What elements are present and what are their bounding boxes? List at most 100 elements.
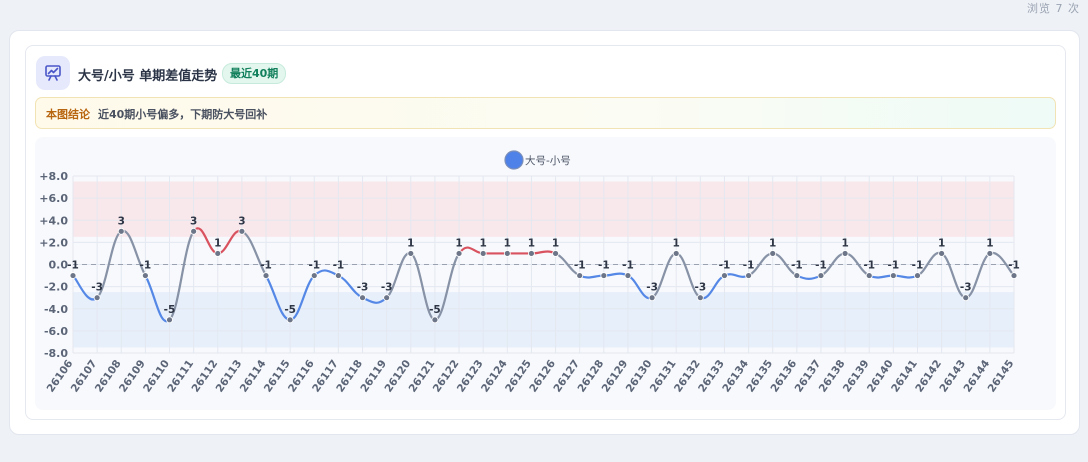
data-label: -1 bbox=[622, 260, 634, 272]
data-label: -1 bbox=[888, 260, 900, 272]
data-point bbox=[986, 250, 994, 257]
y-tick-label: -8.0 bbox=[44, 347, 68, 360]
data-label: 1 bbox=[552, 237, 559, 249]
data-label: -3 bbox=[381, 282, 393, 294]
conclusion-text: 近40期小号偏多，下期防大号回补 bbox=[98, 108, 268, 121]
data-label: 3 bbox=[118, 215, 125, 227]
data-point bbox=[93, 294, 101, 302]
data-point bbox=[528, 250, 535, 257]
data-label: -3 bbox=[694, 282, 706, 294]
data-point bbox=[696, 294, 704, 302]
data-label: -3 bbox=[646, 282, 658, 294]
data-point bbox=[721, 272, 728, 279]
data-point bbox=[600, 272, 608, 279]
y-tick-label: +8.0 bbox=[39, 170, 68, 183]
series-line-segment bbox=[868, 274, 895, 279]
period-badge: 最近40期 bbox=[222, 63, 287, 84]
data-label: -1 bbox=[791, 260, 803, 272]
data-label: 1 bbox=[528, 237, 535, 249]
chart-trend-icon bbox=[36, 56, 70, 90]
data-point bbox=[1010, 272, 1018, 279]
data-point bbox=[889, 272, 897, 279]
data-point bbox=[166, 316, 173, 324]
legend-label: 大号-小号 bbox=[525, 154, 571, 167]
data-label: 1 bbox=[938, 237, 945, 249]
data-point bbox=[769, 250, 777, 257]
data-point bbox=[552, 250, 559, 257]
data-label: -1 bbox=[863, 260, 875, 272]
data-label: -1 bbox=[743, 260, 755, 272]
data-label: -1 bbox=[598, 260, 610, 272]
series-line-segment bbox=[578, 274, 605, 279]
data-point bbox=[817, 272, 825, 279]
y-tick-label: +2.0 bbox=[39, 236, 68, 249]
y-tick-label: 0.0 bbox=[49, 259, 69, 272]
series-line-segment bbox=[168, 230, 195, 321]
data-label: -5 bbox=[164, 304, 176, 316]
data-point bbox=[455, 250, 463, 257]
data-label: 1 bbox=[214, 237, 221, 249]
data-label: 1 bbox=[504, 237, 511, 249]
view-count: 浏览 7 次 bbox=[1027, 2, 1080, 15]
legend-marker bbox=[504, 150, 524, 170]
data-label: -1 bbox=[574, 260, 586, 272]
series-line-segment bbox=[96, 230, 123, 299]
series-line-segment bbox=[723, 273, 750, 278]
data-point bbox=[624, 272, 632, 279]
data-label: 1 bbox=[455, 237, 462, 249]
data-label: -5 bbox=[429, 304, 441, 316]
series-line-segment bbox=[795, 274, 823, 280]
data-label: 1 bbox=[769, 237, 776, 249]
data-label: -1 bbox=[140, 260, 152, 272]
y-tick-label: -4.0 bbox=[44, 303, 68, 316]
series-line-segment bbox=[892, 274, 919, 279]
data-label: -1 bbox=[308, 260, 320, 272]
data-label: 1 bbox=[986, 237, 993, 249]
data-label: -1 bbox=[333, 260, 345, 272]
data-point bbox=[938, 250, 946, 257]
chart-title: 大号/小号 单期差值走势 bbox=[78, 69, 218, 84]
data-label: -3 bbox=[357, 282, 369, 294]
y-tick-label: +4.0 bbox=[39, 214, 68, 227]
data-label: 3 bbox=[190, 215, 197, 227]
conclusion-label: 本图结论 bbox=[46, 108, 90, 121]
data-label: -3 bbox=[960, 282, 972, 294]
series-line-segment bbox=[530, 250, 557, 255]
data-label: 1 bbox=[407, 237, 414, 249]
data-point bbox=[407, 250, 415, 257]
y-tick-label: -2.0 bbox=[44, 281, 68, 294]
data-label: -1 bbox=[912, 260, 924, 272]
data-label: 1 bbox=[480, 237, 487, 249]
data-point bbox=[190, 227, 198, 235]
data-label: -1 bbox=[260, 260, 272, 272]
data-label: -1 bbox=[1008, 260, 1020, 272]
series-line-segment bbox=[602, 272, 630, 277]
data-point bbox=[214, 250, 222, 257]
data-point bbox=[431, 316, 439, 324]
y-tick-label: -6.0 bbox=[44, 325, 68, 338]
data-point bbox=[745, 272, 752, 279]
data-point bbox=[286, 316, 294, 324]
data-point bbox=[359, 294, 366, 302]
data-point bbox=[648, 294, 656, 302]
data-point bbox=[238, 227, 246, 235]
chart-card: 大号/小号 单期差值走势 最近40期 本图结论 近40期小号偏多，下期防大号回补… bbox=[25, 45, 1066, 420]
data-point bbox=[310, 272, 318, 279]
data-label: -1 bbox=[719, 260, 731, 272]
data-label: -3 bbox=[91, 282, 103, 294]
data-label: -1 bbox=[815, 260, 827, 272]
data-label: -5 bbox=[284, 304, 296, 316]
data-point bbox=[962, 294, 970, 302]
band-high bbox=[73, 181, 1014, 237]
line-chart: +8.0+6.0+4.0+2.00.0-2.0-4.0-6.0-8.026106… bbox=[39, 150, 1020, 395]
chart-area: +8.0 +6.0 +4.0 +2.0 0.0 -2.0 -4.0 -6.0 -8.0 26106… bbox=[35, 137, 1056, 410]
data-point bbox=[865, 272, 873, 279]
data-point bbox=[383, 294, 391, 302]
data-point bbox=[793, 272, 801, 279]
data-point bbox=[117, 227, 125, 235]
data-point bbox=[479, 250, 487, 257]
y-tick-label: +6.0 bbox=[39, 192, 68, 205]
data-point bbox=[672, 250, 680, 257]
data-point bbox=[576, 272, 584, 279]
data-point bbox=[141, 272, 149, 279]
